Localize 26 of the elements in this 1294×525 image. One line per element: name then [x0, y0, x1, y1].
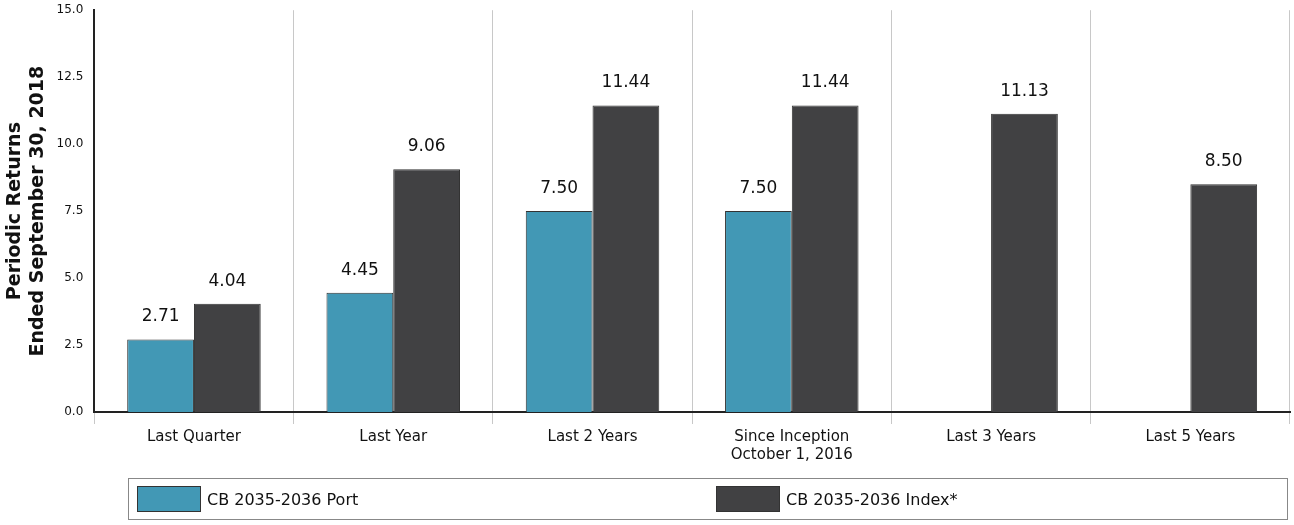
data-label: 2.71 [141, 305, 180, 326]
y-tick-label: 5.0 [64, 270, 84, 285]
data-label: 7.50 [540, 177, 579, 198]
data-label: 11.44 [601, 71, 651, 92]
x-tick-label: Last 2 Years [547, 426, 638, 445]
x-tick-label: Last Quarter [146, 426, 242, 445]
legend-label: CB 2035-2036 Port [207, 489, 359, 509]
data-label: 11.13 [1000, 79, 1049, 100]
data-label: 9.06 [407, 135, 446, 156]
data-label: 4.04 [208, 269, 247, 290]
x-tick-label: Last 5 Years [1145, 426, 1236, 445]
data-label: 11.44 [800, 71, 850, 92]
y-tick-label: 2.5 [64, 337, 84, 352]
y-tick-label: 10.0 [56, 136, 84, 151]
legend-label: CB 2035-2036 Index* [786, 489, 958, 509]
y-axis-title: Periodic Returns Ended September 30, 2018 [2, 65, 48, 357]
data-label: 8.50 [1204, 150, 1243, 171]
data-label: 7.50 [739, 177, 778, 198]
y-tick-label: 0.0 [64, 404, 84, 419]
x-tick-label: Since Inception October 1, 2016 [730, 426, 853, 463]
x-tick-label: Last 3 Years [946, 426, 1037, 445]
x-tick-label: Last Year [359, 426, 428, 445]
y-tick-label: 12.5 [56, 69, 84, 84]
y-tick-label: 7.5 [64, 203, 84, 218]
y-tick-label: 15.0 [56, 2, 84, 17]
data-label: 4.45 [340, 258, 379, 279]
